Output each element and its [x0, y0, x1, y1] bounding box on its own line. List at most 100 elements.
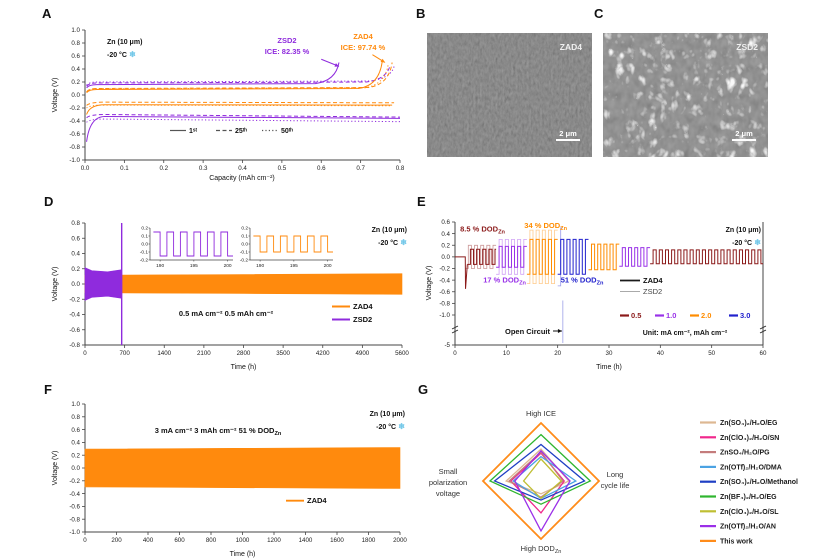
svg-text:10: 10 [503, 350, 510, 357]
svg-text:1000: 1000 [236, 537, 250, 544]
svg-text:Zn(BF₄)₂/H₂O/EG: Zn(BF₄)₂/H₂O/EG [720, 494, 777, 501]
svg-text:0.0: 0.0 [241, 242, 248, 248]
svg-text:Time (h): Time (h) [230, 551, 256, 558]
svg-text:0.2: 0.2 [141, 226, 148, 232]
svg-text:0.2: 0.2 [241, 226, 248, 232]
panel-label-a: A [42, 6, 52, 21]
svg-text:Zn (10 μm): Zn (10 μm) [372, 227, 407, 234]
svg-text:Zn (10 μm): Zn (10 μm) [370, 411, 405, 418]
svg-text:Voltage (V): Voltage (V) [52, 267, 59, 302]
sem-micrograph-zad4: ZAD4 2 μm [427, 33, 592, 157]
svg-text:0.2: 0.2 [71, 79, 80, 86]
svg-text:-20 °C ❄: -20 °C ❄ [732, 238, 761, 247]
svg-text:0.2: 0.2 [71, 266, 80, 273]
sem-scalebar-b [556, 139, 580, 141]
svg-text:0.3: 0.3 [199, 165, 208, 172]
svg-text:0.4: 0.4 [441, 231, 450, 238]
svg-text:195: 195 [290, 263, 298, 269]
svg-text:Zn(ClO₄)₂/H₂O/SL: Zn(ClO₄)₂/H₂O/SL [720, 509, 779, 516]
svg-text:-0.1: -0.1 [240, 250, 249, 256]
svg-text:0.1: 0.1 [141, 234, 148, 240]
svg-text:2.0: 2.0 [701, 311, 711, 320]
svg-text:ZSD2: ZSD2 [277, 36, 296, 45]
svg-text:200: 200 [324, 263, 332, 269]
svg-text:3500: 3500 [276, 350, 290, 357]
svg-text:200: 200 [224, 263, 232, 269]
svg-text:0.0: 0.0 [81, 165, 90, 172]
svg-text:0.0: 0.0 [71, 281, 80, 288]
svg-text:ZSD2: ZSD2 [643, 287, 662, 296]
panel-a-voltage-capacity-chart: -1.0 -0.8 -0.6 -0.4 -0.2 0.0 0.2 0.4 0.6 0.8 1.0 0.… [0, 0, 415, 188]
svg-text:60: 60 [760, 350, 767, 357]
svg-text:0.6: 0.6 [317, 165, 326, 172]
panel-label-e: E [417, 194, 426, 209]
svg-text:25ᵗʰ: 25ᵗʰ [235, 128, 247, 135]
sem-scalebar-c [732, 139, 756, 141]
svg-text:-1.0: -1.0 [439, 312, 450, 319]
svg-text:Zn(SO₄)₂/H₂O/EG: Zn(SO₄)₂/H₂O/EG [720, 420, 778, 427]
svg-text:0.6: 0.6 [441, 219, 450, 226]
svg-text:190: 190 [256, 263, 264, 269]
svg-text:20: 20 [554, 350, 561, 357]
svg-text:190: 190 [156, 263, 164, 269]
svg-text:2800: 2800 [237, 350, 251, 357]
svg-text:0.2: 0.2 [441, 242, 450, 249]
svg-text:-1.0: -1.0 [69, 157, 80, 164]
voltage-capacity-plot: -1.0 -0.8 -0.6 -0.4 -0.2 0.0 0.2 0.4 0.6 0.8 1.0 0.… [52, 27, 405, 182]
svg-text:-0.2: -0.2 [69, 478, 80, 485]
panel-b-sem-image-zad4: ZAD4 2 μm [427, 33, 592, 157]
svg-text:This work: This work [720, 538, 753, 545]
svg-text:800: 800 [206, 537, 217, 544]
panel-label-f: F [44, 382, 52, 397]
svg-text:polarization: polarization [429, 478, 467, 487]
panel-g-radar-comparison-chart: High ICE Long cycle life High DODZn Small pol… [415, 378, 830, 560]
svg-text:Unit: mA cm⁻², mAh cm⁻²: Unit: mA cm⁻², mAh cm⁻² [643, 330, 728, 337]
svg-text:Zn(SO₄)₂/H₂O/Methanol: Zn(SO₄)₂/H₂O/Methanol [720, 479, 798, 486]
svg-text:34 % DODZn: 34 % DODZn [524, 221, 567, 232]
svg-text:1800: 1800 [362, 537, 376, 544]
svg-text:0.6: 0.6 [71, 235, 80, 242]
panel-c-sem-image-zsd2: ZSD2 2 μm [603, 33, 768, 157]
panel-e-rate-cycling-chart: 0.6 0.4 0.2 0.0 -0.2 -0.4 -0.6 -0.8 -1.0 -5 0 10 20 3… [415, 188, 830, 378]
svg-text:-0.4: -0.4 [69, 312, 80, 319]
svg-text:ICE: 97.74 %: ICE: 97.74 % [341, 43, 386, 52]
svg-text:0.8: 0.8 [71, 414, 80, 421]
svg-text:40: 40 [657, 350, 664, 357]
svg-text:-0.1: -0.1 [140, 250, 149, 256]
svg-text:0: 0 [83, 537, 87, 544]
svg-text:Zn(OTf)₂/H₂O/AN: Zn(OTf)₂/H₂O/AN [720, 524, 776, 531]
svg-text:Small: Small [439, 467, 458, 476]
svg-text:30: 30 [606, 350, 613, 357]
svg-text:-0.2: -0.2 [69, 296, 80, 303]
svg-text:1200: 1200 [267, 537, 281, 544]
svg-text:-0.2: -0.2 [240, 258, 249, 264]
svg-text:-20 °C ❄: -20 °C ❄ [107, 50, 136, 59]
svg-text:0.2: 0.2 [71, 452, 80, 459]
svg-text:Zn (10 μm): Zn (10 μm) [107, 39, 142, 46]
sem-texture-flakes-c [603, 33, 768, 157]
band-cycling-plot: -0.8 -0.6 -0.4 -0.2 0.0 0.2 0.4 0.6 0.8 0 700 1400 2… [52, 220, 409, 371]
svg-text:-0.8: -0.8 [69, 516, 80, 523]
svg-text:400: 400 [143, 537, 154, 544]
svg-text:Voltage (V): Voltage (V) [52, 78, 59, 113]
svg-text:-0.2: -0.2 [140, 258, 149, 264]
svg-text:ZSD2: ZSD2 [353, 315, 372, 324]
svg-text:0.5 mA cm⁻² 0.5 mAh cm⁻²: 0.5 mA cm⁻² 0.5 mAh cm⁻² [179, 309, 274, 318]
svg-text:4200: 4200 [316, 350, 330, 357]
svg-text:3.0: 3.0 [740, 311, 750, 320]
panel-d-long-cycling-chart: -0.8 -0.6 -0.4 -0.2 0.0 0.2 0.4 0.6 0.8 0 700 1400 2… [0, 188, 415, 378]
svg-text:0.5: 0.5 [631, 311, 641, 320]
svg-text:0.6: 0.6 [71, 53, 80, 60]
svg-text:1400: 1400 [299, 537, 313, 544]
svg-text:0.0: 0.0 [71, 465, 80, 472]
svg-text:200: 200 [111, 537, 122, 544]
svg-text:50: 50 [708, 350, 715, 357]
svg-text:-0.6: -0.6 [69, 504, 80, 511]
svg-text:-0.6: -0.6 [69, 131, 80, 138]
svg-text:1600: 1600 [330, 537, 344, 544]
svg-text:195: 195 [190, 263, 198, 269]
sem-micrograph-zsd2: ZSD2 2 μm [603, 33, 768, 157]
svg-text:-0.8: -0.8 [69, 144, 80, 151]
svg-text:1ˢᵗ: 1ˢᵗ [189, 128, 198, 135]
